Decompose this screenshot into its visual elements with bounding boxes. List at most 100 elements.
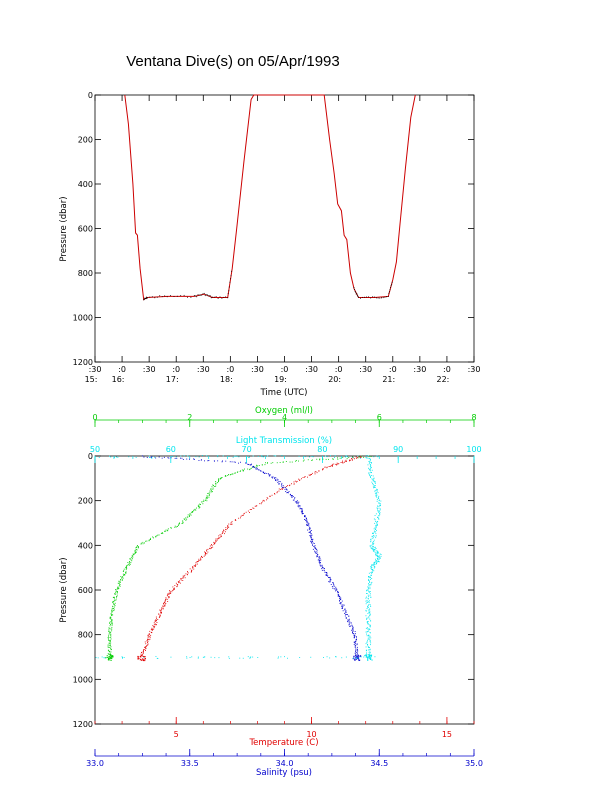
profile-point bbox=[132, 553, 134, 555]
profile-point bbox=[371, 578, 373, 579]
profile-point bbox=[332, 458, 334, 460]
profile-point bbox=[204, 553, 206, 555]
axis-tick-label: 8 bbox=[471, 413, 476, 422]
profile-point bbox=[304, 516, 306, 518]
pressure-trace-point bbox=[370, 297, 372, 299]
profile-point bbox=[368, 590, 370, 592]
profile-point bbox=[304, 519, 305, 520]
pressure-trace-point bbox=[386, 296, 388, 298]
profile-point bbox=[213, 541, 215, 543]
profile-point bbox=[289, 494, 291, 496]
profile-point bbox=[374, 546, 376, 548]
profile-point bbox=[143, 456, 145, 458]
profile-point bbox=[342, 462, 344, 464]
profile-point bbox=[137, 545, 138, 546]
time-tick-minute: :0 bbox=[443, 365, 451, 374]
axis-tick-label: 50 bbox=[90, 445, 100, 454]
profile-point bbox=[110, 649, 112, 651]
profile-point bbox=[377, 561, 379, 563]
profile-point bbox=[185, 573, 187, 575]
profile-point bbox=[320, 559, 322, 561]
profile-point bbox=[369, 580, 370, 582]
profile-point bbox=[109, 617, 111, 619]
profile-point bbox=[329, 580, 331, 582]
profile-point bbox=[314, 546, 316, 548]
profile-point bbox=[203, 555, 205, 557]
profile-point bbox=[328, 466, 330, 467]
profile-point bbox=[358, 657, 360, 659]
profile-point bbox=[244, 468, 245, 470]
profile-point bbox=[352, 628, 353, 630]
profile-pressure-tick-label: 400 bbox=[78, 541, 93, 550]
profile-point bbox=[373, 549, 375, 551]
profile-point bbox=[134, 549, 136, 551]
profile-point bbox=[355, 639, 357, 641]
profile-point bbox=[279, 462, 281, 463]
profile-point bbox=[115, 593, 116, 595]
profile-point bbox=[349, 621, 351, 623]
profile-point bbox=[322, 468, 324, 470]
profile-point bbox=[355, 456, 357, 458]
profile-point bbox=[370, 541, 372, 543]
pressure-trace-point bbox=[374, 296, 376, 298]
profile-point bbox=[332, 582, 334, 583]
profile-point bbox=[198, 507, 200, 509]
profile-point bbox=[130, 557, 132, 559]
profile-point bbox=[365, 646, 367, 648]
profile-point bbox=[144, 656, 146, 658]
profile-point bbox=[372, 564, 373, 566]
pressure-trace-point bbox=[211, 296, 213, 298]
profile-point bbox=[153, 537, 154, 539]
profile-point bbox=[113, 596, 115, 598]
profile-point bbox=[307, 522, 309, 524]
profile-point bbox=[197, 561, 199, 562]
profile-point bbox=[333, 584, 335, 586]
profile-point bbox=[354, 641, 356, 642]
profile-point bbox=[217, 456, 219, 458]
profile-point bbox=[109, 658, 111, 660]
profile-point bbox=[367, 597, 369, 599]
profile-point bbox=[106, 655, 108, 657]
profile-point bbox=[368, 602, 370, 604]
profile-point bbox=[369, 584, 371, 586]
profile-point bbox=[148, 634, 150, 635]
profile-point bbox=[214, 543, 215, 545]
profile-point bbox=[314, 547, 316, 549]
profile-point bbox=[295, 460, 297, 462]
pressure-trace-point bbox=[207, 295, 209, 297]
profile-point bbox=[369, 628, 370, 630]
profile-point bbox=[307, 525, 309, 526]
temperature-axis-label: Temperature (C) bbox=[248, 738, 318, 748]
profile-point bbox=[258, 469, 260, 471]
profile-point bbox=[269, 495, 271, 497]
profile-point bbox=[368, 579, 369, 581]
profile-point bbox=[165, 530, 167, 532]
profile-point bbox=[299, 657, 301, 658]
axis-tick-label: 90 bbox=[393, 445, 403, 454]
profile-point bbox=[109, 652, 111, 654]
profile-point bbox=[203, 499, 205, 501]
profile-point bbox=[155, 624, 157, 626]
profile-point bbox=[356, 656, 358, 658]
profile-point bbox=[148, 639, 150, 641]
profile-point bbox=[337, 595, 339, 597]
pressure-trace-point bbox=[170, 295, 172, 297]
profile-point bbox=[111, 620, 113, 621]
profile-point bbox=[143, 656, 145, 658]
profile-point bbox=[335, 590, 336, 592]
profile-point bbox=[346, 456, 348, 458]
figure-title: Ventana Dive(s) on 05/Apr/1993 bbox=[126, 53, 339, 70]
profile-point bbox=[160, 611, 161, 613]
profile-point bbox=[248, 457, 250, 458]
profile-point bbox=[213, 486, 215, 487]
profile-point bbox=[142, 543, 144, 545]
axis-tick-label: 15 bbox=[442, 730, 452, 739]
profile-point bbox=[365, 600, 367, 602]
profile-point bbox=[116, 595, 118, 597]
profile-point bbox=[370, 658, 372, 660]
profile-point bbox=[337, 458, 339, 460]
profile-point bbox=[276, 492, 278, 494]
profile-point bbox=[110, 655, 112, 657]
profile-point bbox=[258, 465, 260, 466]
profile-point bbox=[279, 481, 281, 483]
